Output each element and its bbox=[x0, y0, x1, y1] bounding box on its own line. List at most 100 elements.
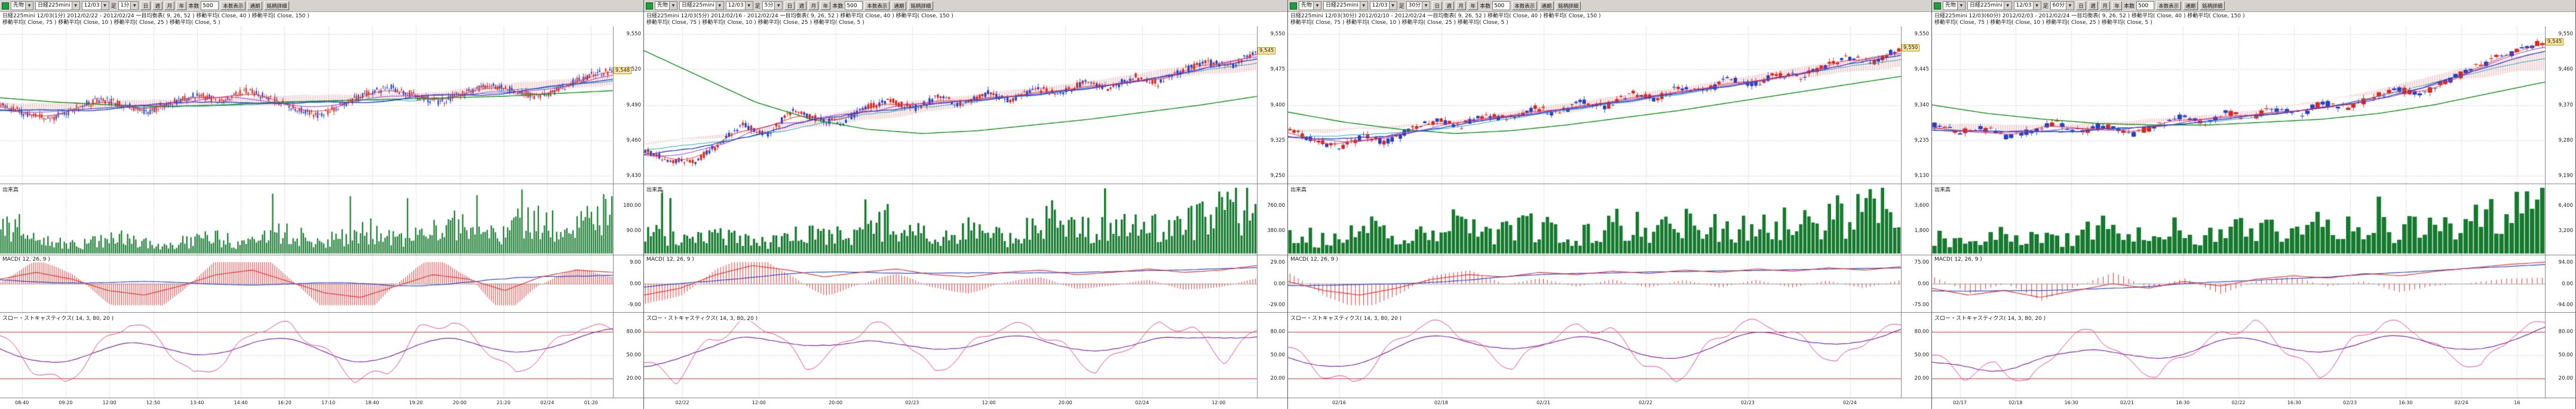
chart-toolbar: 先物▼ 日経225mini▼ 12/03▼ 足 1分▼ 日 週 月 年 本数 本… bbox=[0, 0, 643, 12]
instrument-select[interactable]: 日経225mini ▼ bbox=[35, 1, 80, 10]
macd-chart-canvas[interactable] bbox=[0, 255, 613, 312]
bars-count-input[interactable] bbox=[201, 1, 219, 10]
price-chart-canvas[interactable] bbox=[644, 26, 1257, 184]
yearly-button[interactable]: 年 bbox=[1468, 1, 1479, 10]
stochastics-section: スロー・ストキャスティクス( 14, 3, 80, 20 ) 80.00 50.0… bbox=[644, 313, 1287, 398]
yearly-button[interactable]: 年 bbox=[820, 1, 831, 10]
monthly-button[interactable]: 月 bbox=[808, 1, 819, 10]
symbol-detail-button[interactable]: 銘柄詳細 bbox=[1556, 1, 1581, 10]
yearly-button[interactable]: 年 bbox=[176, 1, 187, 10]
axis-tick-label: 9,280 bbox=[2558, 137, 2573, 144]
volume-chart-canvas[interactable] bbox=[644, 184, 1257, 255]
price-chart-canvas[interactable] bbox=[0, 26, 613, 184]
volume-chart-canvas[interactable] bbox=[1932, 184, 2545, 255]
time-tick-label: 02/17 bbox=[1953, 400, 1967, 405]
full-period-button[interactable]: 通期 bbox=[247, 1, 263, 10]
daily-button[interactable]: 日 bbox=[784, 1, 795, 10]
daily-button[interactable]: 日 bbox=[140, 1, 151, 10]
weekly-button[interactable]: 週 bbox=[796, 1, 807, 10]
time-tick-label: 02/21 bbox=[2120, 400, 2134, 405]
full-period-button[interactable]: 通期 bbox=[891, 1, 907, 10]
symbol-detail-button[interactable]: 銘柄詳細 bbox=[908, 1, 934, 10]
stochastics-chart-canvas[interactable] bbox=[1932, 313, 2545, 398]
timeframe-label: 足 bbox=[2043, 4, 2048, 10]
axis-tick-label: 90.00 bbox=[626, 228, 641, 234]
time-tick-label: 20:00 bbox=[1058, 400, 1072, 405]
axis-tick-label: 9,430 bbox=[626, 173, 641, 179]
monthly-button[interactable]: 月 bbox=[164, 1, 175, 10]
price-chart-canvas[interactable] bbox=[1932, 26, 2545, 184]
volume-chart-canvas[interactable] bbox=[0, 184, 613, 255]
axis-tick-label: 9,550 bbox=[1914, 31, 1929, 37]
show-bars-button[interactable]: 本数表示 bbox=[1512, 1, 1538, 10]
contract-month-select[interactable]: 12/03 ▼ bbox=[81, 1, 109, 10]
full-period-button[interactable]: 通期 bbox=[1539, 1, 1554, 10]
show-bars-button[interactable]: 本数表示 bbox=[864, 1, 890, 10]
contract-month-select[interactable]: 12/03 ▼ bbox=[2013, 1, 2041, 10]
time-tick-label: 12:00 bbox=[1212, 400, 1226, 405]
price-chart-canvas[interactable] bbox=[1288, 26, 1901, 184]
chart-toolbar: 先物 ▼ 日経225mini ▼ 12/03 ▼ 足 30分 ▼ 日 週 月 年 本数 … bbox=[1288, 0, 1931, 12]
show-bars-button[interactable]: 本数表示 bbox=[2156, 1, 2182, 10]
show-bars-button[interactable]: 本数表示 bbox=[220, 1, 246, 10]
macd-chart-canvas[interactable] bbox=[1932, 255, 2545, 312]
full-period-button[interactable]: 通期 bbox=[2183, 1, 2198, 10]
chevron-down-icon: ▼ bbox=[2003, 2, 2011, 10]
timeframe-select[interactable]: 1分 ▼ bbox=[118, 1, 139, 10]
time-tick-label: 20:00 bbox=[452, 400, 467, 405]
macd-section-label: MACD( 12, 26, 9 ) bbox=[2, 257, 50, 263]
instrument-select[interactable]: 日経225mini ▼ bbox=[1323, 1, 1368, 10]
timeframe-select[interactable]: 60分 ▼ bbox=[2050, 1, 2075, 10]
chevron-down-icon: ▼ bbox=[1359, 2, 1367, 10]
weekly-button[interactable]: 週 bbox=[152, 1, 163, 10]
volume-section-label: 出来高 bbox=[1934, 185, 1951, 193]
instrument-select[interactable]: 日経225mini ▼ bbox=[1967, 1, 2012, 10]
stochastics-chart-canvas[interactable] bbox=[0, 313, 613, 398]
weekly-button[interactable]: 週 bbox=[2088, 1, 2099, 10]
app-icon bbox=[646, 2, 653, 10]
category-select[interactable]: 先物 ▼ bbox=[11, 1, 34, 10]
axis-tick-label: 9,235 bbox=[1914, 137, 1929, 144]
symbol-detail-button[interactable]: 銘柄詳細 bbox=[264, 1, 290, 10]
chevron-down-icon: ▼ bbox=[2066, 2, 2074, 10]
timeframe-select[interactable]: 5分 ▼ bbox=[762, 1, 783, 10]
volume-chart-canvas[interactable] bbox=[1288, 184, 1901, 255]
price-section: 9,550 9,460 9,370 9,280 9,190 9,545 bbox=[1932, 26, 2575, 184]
time-tick-label: 21:20 bbox=[496, 400, 511, 405]
time-tick-label: 02/24 bbox=[2454, 400, 2468, 405]
bars-count-input[interactable] bbox=[2136, 1, 2155, 10]
time-tick-label: 17:10 bbox=[321, 400, 336, 405]
category-select[interactable]: 先物 ▼ bbox=[1299, 1, 1322, 10]
macd-section-label: MACD( 12, 26, 9 ) bbox=[1290, 257, 1338, 263]
axis-tick-label: 9,460 bbox=[2558, 66, 2573, 73]
volume-section: 出来高 6,400 3,200 bbox=[1932, 184, 2575, 255]
contract-month-select[interactable]: 12/03 ▼ bbox=[1369, 1, 1397, 10]
monthly-button[interactable]: 月 bbox=[2100, 1, 2111, 10]
macd-chart-canvas[interactable] bbox=[644, 255, 1257, 312]
monthly-button[interactable]: 月 bbox=[1456, 1, 1467, 10]
contract-month-select[interactable]: 12/03 ▼ bbox=[725, 1, 753, 10]
time-tick-label: 16:30 bbox=[2399, 400, 2413, 405]
axis-tick-label: 0.00 bbox=[1918, 280, 1929, 287]
weekly-button[interactable]: 週 bbox=[1444, 1, 1455, 10]
instrument-select[interactable]: 日経225mini ▼ bbox=[679, 1, 724, 10]
stochastics-chart-canvas[interactable] bbox=[644, 313, 1257, 398]
macd-chart-canvas[interactable] bbox=[1288, 255, 1901, 312]
chevron-down-icon: ▼ bbox=[1388, 2, 1397, 10]
daily-button[interactable]: 日 bbox=[1432, 1, 1443, 10]
chevron-down-icon: ▼ bbox=[2032, 2, 2041, 10]
axis-tick-label: 20.00 bbox=[2558, 376, 2573, 381]
category-select[interactable]: 先物 ▼ bbox=[655, 1, 678, 10]
stochastics-chart-canvas[interactable] bbox=[1288, 313, 1901, 398]
axis-tick-label: 75.00 bbox=[1914, 260, 1929, 265]
time-axis: 02/22 12:00 20:00 02/23 12:00 20:00 02/24 12:00 bbox=[644, 398, 1287, 409]
macd-section: MACD( 12, 26, 9 ) 75.00 0.00 -75.00 bbox=[1288, 255, 1931, 313]
category-select[interactable]: 先物 ▼ bbox=[1943, 1, 1966, 10]
time-tick-label: 09:20 bbox=[59, 400, 73, 405]
daily-button[interactable]: 日 bbox=[2076, 1, 2087, 10]
symbol-detail-button[interactable]: 銘柄詳細 bbox=[2200, 1, 2225, 10]
bars-count-input[interactable] bbox=[1492, 1, 1511, 10]
yearly-button[interactable]: 年 bbox=[2112, 1, 2123, 10]
bars-count-input[interactable] bbox=[845, 1, 863, 10]
timeframe-select[interactable]: 30分 ▼ bbox=[1406, 1, 1431, 10]
